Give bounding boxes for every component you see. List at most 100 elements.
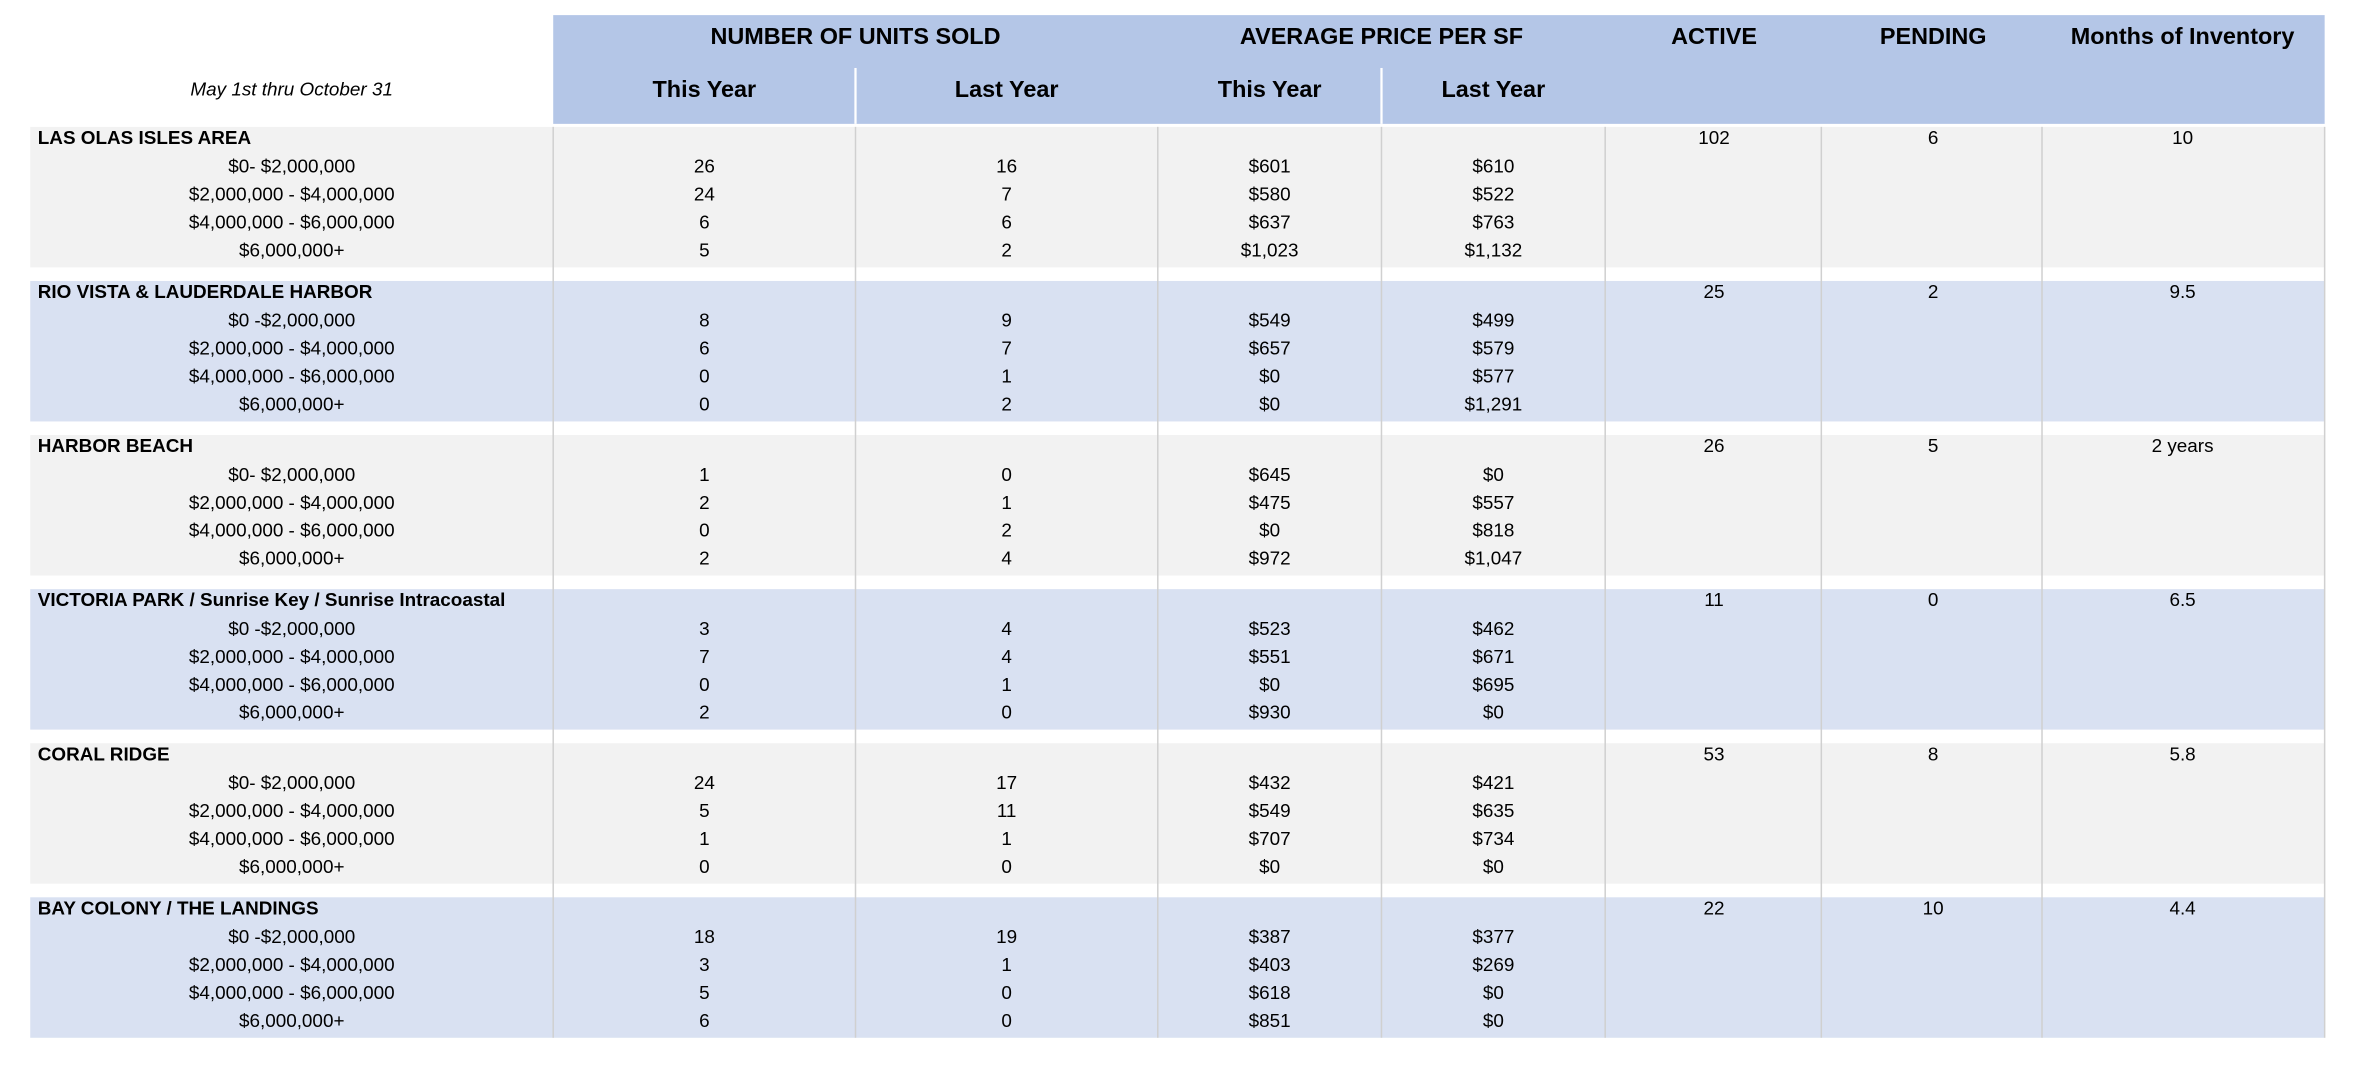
sub-header: This Year	[1218, 76, 1322, 102]
price-last-year: $522	[1472, 185, 1514, 206]
sub-header: This Year	[652, 76, 756, 102]
units-this-year: 3	[699, 619, 710, 640]
price-range: $6,000,000+	[239, 395, 345, 416]
price-last-year: $734	[1472, 829, 1514, 850]
price-range: $4,000,000 - $6,000,000	[189, 367, 395, 388]
section-name: RIO VISTA & LAUDERDALE HARBOR	[38, 282, 373, 303]
months-of-inventory: 6.5	[2169, 590, 2195, 611]
units-this-year: 6	[699, 339, 710, 360]
units-last-year: 7	[1001, 185, 1012, 206]
pending: 0	[1928, 590, 1939, 611]
price-range: $2,000,000 - $4,000,000	[189, 493, 395, 514]
group-header: Months of Inventory	[2071, 23, 2295, 49]
price-this-year: $523	[1249, 619, 1291, 640]
price-last-year: $610	[1472, 157, 1514, 178]
units-last-year: 0	[1001, 1011, 1012, 1032]
months-of-inventory: 10	[2172, 128, 2193, 149]
months-of-inventory: 2 years	[2152, 436, 2214, 457]
price-this-year: $972	[1249, 549, 1291, 570]
units-last-year: 19	[996, 927, 1017, 948]
price-range: $4,000,000 - $6,000,000	[189, 983, 395, 1004]
units-last-year: 17	[996, 773, 1017, 794]
price-this-year: $387	[1249, 927, 1291, 948]
units-this-year: 26	[694, 157, 715, 178]
price-range: $0- $2,000,000	[228, 465, 355, 486]
price-range: $6,000,000+	[239, 1011, 345, 1032]
section-name: BAY COLONY / THE LANDINGS	[38, 898, 319, 919]
units-this-year: 24	[694, 773, 715, 794]
units-last-year: 4	[1001, 549, 1012, 570]
price-range: $0- $2,000,000	[228, 157, 355, 178]
price-range: $4,000,000 - $6,000,000	[189, 521, 395, 542]
units-this-year: 0	[699, 521, 710, 542]
price-last-year: $557	[1472, 493, 1514, 514]
units-this-year: 2	[699, 493, 710, 514]
price-range: $0 -$2,000,000	[228, 927, 355, 948]
price-range: $0- $2,000,000	[228, 773, 355, 794]
price-last-year: $1,047	[1464, 549, 1522, 570]
price-range: $4,000,000 - $6,000,000	[189, 829, 395, 850]
units-this-year: 1	[699, 829, 710, 850]
active: 11	[1704, 590, 1724, 611]
price-this-year: $0	[1259, 395, 1280, 416]
units-this-year: 5	[699, 241, 710, 262]
group-header: PENDING	[1880, 23, 1987, 49]
units-last-year: 1	[1001, 367, 1012, 388]
pending: 8	[1928, 744, 1939, 765]
price-range: $6,000,000+	[239, 703, 345, 724]
units-last-year: 4	[1001, 619, 1012, 640]
price-last-year: $499	[1472, 311, 1514, 332]
price-this-year: $580	[1249, 185, 1291, 206]
price-range: $6,000,000+	[239, 549, 345, 570]
section-background	[30, 126, 2325, 268]
units-last-year: 2	[1001, 521, 1012, 542]
price-last-year: $695	[1472, 675, 1514, 696]
section-name: CORAL RIDGE	[38, 744, 170, 765]
price-this-year: $1,023	[1241, 241, 1299, 262]
price-range: $4,000,000 - $6,000,000	[189, 675, 395, 696]
price-last-year: $462	[1472, 619, 1514, 640]
price-last-year: $0	[1483, 983, 1504, 1004]
price-this-year: $0	[1259, 857, 1280, 878]
price-this-year: $851	[1249, 1011, 1291, 1032]
date-range: May 1st thru October 31	[190, 80, 393, 101]
price-last-year: $377	[1472, 927, 1514, 948]
price-range: $2,000,000 - $4,000,000	[189, 955, 395, 976]
price-range: $6,000,000+	[239, 857, 345, 878]
units-this-year: 18	[694, 927, 715, 948]
section-name: LAS OLAS ISLES AREA	[38, 128, 252, 149]
units-this-year: 2	[699, 703, 710, 724]
price-range: $4,000,000 - $6,000,000	[189, 213, 395, 234]
price-last-year: $0	[1483, 465, 1504, 486]
active: 102	[1698, 128, 1730, 149]
months-of-inventory: 9.5	[2169, 282, 2195, 303]
price-this-year: $707	[1249, 829, 1291, 850]
units-this-year: 5	[699, 983, 710, 1004]
price-last-year: $0	[1483, 857, 1504, 878]
price-this-year: $403	[1249, 955, 1291, 976]
price-range: $2,000,000 - $4,000,000	[189, 339, 395, 360]
price-this-year: $432	[1249, 773, 1291, 794]
group-header: AVERAGE PRICE PER SF	[1240, 23, 1523, 49]
sub-header: Last Year	[955, 76, 1059, 102]
units-last-year: 11	[997, 801, 1017, 822]
pending: 5	[1928, 436, 1939, 457]
price-last-year: $763	[1472, 213, 1514, 234]
units-this-year: 0	[699, 675, 710, 696]
price-range: $2,000,000 - $4,000,000	[189, 801, 395, 822]
section-background	[30, 589, 2325, 730]
price-range: $2,000,000 - $4,000,000	[189, 647, 395, 668]
units-last-year: 2	[1001, 241, 1012, 262]
price-this-year: $601	[1249, 157, 1291, 178]
price-this-year: $618	[1249, 983, 1291, 1004]
units-last-year: 0	[1001, 465, 1012, 486]
units-last-year: 7	[1001, 339, 1012, 360]
units-this-year: 2	[699, 549, 710, 570]
section-name: HARBOR BEACH	[38, 436, 193, 457]
units-last-year: 2	[1001, 395, 1012, 416]
price-this-year: $0	[1259, 521, 1280, 542]
table-body: LAS OLAS ISLES AREA 102 6 10$0- $2,000,000 2…	[30, 126, 2326, 1038]
price-range: $6,000,000+	[239, 241, 345, 262]
price-last-year: $818	[1472, 521, 1514, 542]
units-last-year: 1	[1001, 955, 1012, 976]
